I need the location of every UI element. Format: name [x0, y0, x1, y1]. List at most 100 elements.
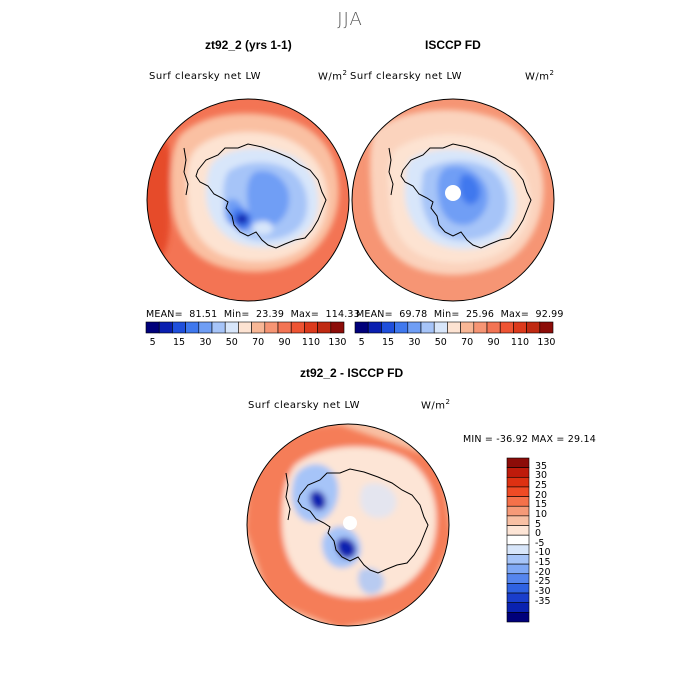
diff-colorbar-tick: -25 — [535, 576, 551, 588]
diff-colorbar-swatch — [506, 457, 530, 468]
diff-colorbar-tick: -10 — [535, 547, 551, 559]
diff-colorbar-swatch — [506, 525, 530, 536]
obs-colorbar-tick: 130 — [537, 337, 556, 348]
obs-colorbar-swatch — [381, 321, 395, 334]
diff-colorbar-swatch — [506, 612, 530, 623]
obs-colorbar-swatch — [394, 321, 409, 334]
obs-colorbar-swatch — [407, 321, 422, 334]
model-colorbar-tick: 50 — [225, 337, 238, 348]
obs-units-label: W/m2 — [525, 69, 555, 83]
diff-blue-east — [360, 483, 397, 518]
model-colorbar-swatch — [172, 321, 186, 334]
diff-colorbar-swatch — [506, 602, 530, 613]
model-stats: MEAN= 81.51 Min= 23.39 Max= 114.33 — [146, 309, 360, 320]
model-panel-title: zt92_2 (yrs 1-1) — [205, 38, 292, 52]
diff-colorbar-swatch — [506, 583, 530, 594]
model-colorbar-tick: 15 — [172, 337, 186, 348]
diff-variable-label: Surf clearsky net LW — [248, 400, 361, 411]
diff-colorbar-tick: 0 — [535, 528, 542, 540]
diff-colorbar-tick: -20 — [535, 566, 551, 578]
model-colorbar-swatch — [198, 321, 213, 334]
model-colorbar-swatch — [264, 321, 279, 334]
diff-coastline — [285, 468, 429, 574]
obs-pole-hole — [445, 185, 461, 201]
model-colorbar-swatch — [290, 321, 305, 334]
obs-colorbar-swatch — [354, 321, 369, 334]
obs-colorbar-tick: 90 — [487, 337, 500, 348]
obs-colorbar-swatch — [367, 321, 382, 334]
model-colorbar-swatch — [158, 321, 173, 334]
obs-colorbar-swatch — [526, 321, 541, 334]
model-map-border — [146, 98, 350, 302]
model-colorbar-swatch — [211, 321, 226, 334]
model-colorbar-tick: 110 — [301, 337, 321, 348]
model-colorbar-swatch — [251, 321, 266, 334]
model-colorbar-swatch — [317, 321, 332, 334]
diff-minmax: MIN = -36.92 MAX = 29.14 — [463, 434, 596, 445]
diff-colorbar-swatch — [506, 515, 530, 526]
diff-colorbar-tick: -30 — [535, 586, 551, 598]
obs-colorbar-swatch — [447, 321, 461, 334]
obs-panel-title: ISCCP FD — [425, 38, 481, 52]
diff-colorbar-tick: 25 — [535, 479, 548, 491]
diff-colorbar-tick: 30 — [535, 470, 548, 482]
diff-units-label: W/m2 — [421, 398, 451, 412]
model-units-label: W/m2 — [318, 69, 348, 83]
diff-colorbar-tick: 15 — [535, 499, 548, 511]
model-ice-mid-1 — [246, 170, 290, 228]
obs-variable-label: Surf clearsky net LW — [350, 71, 463, 82]
model-colorbar-tick: 70 — [252, 337, 265, 348]
diff-polar-map — [247, 424, 449, 626]
diff-colorbar-tick: 10 — [535, 508, 548, 520]
diff-colorbar-swatch — [506, 476, 530, 488]
diff-colorbar-tick: 20 — [535, 489, 548, 501]
model-colorbar-tick: 5 — [149, 337, 156, 348]
diff-colorbar — [506, 457, 530, 623]
model-colorbar-swatch — [238, 321, 252, 334]
diff-colorbar-swatch — [506, 563, 530, 575]
diff-colorbar-swatch — [506, 467, 530, 478]
model-variable-label: Surf clearsky net LW — [149, 71, 262, 82]
model-colorbar-tick: 90 — [278, 337, 291, 348]
obs-map-border — [351, 98, 555, 302]
model-ice-core — [236, 214, 248, 224]
model-coastline — [183, 143, 327, 249]
obs-stats: MEAN= 69.78 Min= 25.96 Max= 92.99 — [356, 309, 564, 320]
obs-colorbar-tick: 15 — [381, 337, 395, 348]
model-colorbar-tick: 130 — [328, 337, 347, 348]
obs-colorbar-swatch — [539, 321, 554, 334]
obs-colorbar-tick: 50 — [434, 337, 447, 348]
obs-colorbar-tick: 5 — [358, 337, 365, 348]
diff-colorbar-swatch — [506, 554, 530, 565]
diff-panel-title: zt92_2 - ISCCP FD — [300, 366, 404, 380]
model-ice-pale-patch — [253, 221, 273, 235]
diff-map-border — [246, 423, 450, 627]
obs-colorbar-tick: 110 — [510, 337, 530, 348]
model-colorbar-swatch — [277, 321, 292, 334]
diff-colorbar-tick: -15 — [535, 557, 551, 569]
diff-colorbar-swatch — [506, 505, 530, 517]
diff-colorbar-swatch — [506, 592, 530, 604]
diff-colorbar-swatch — [506, 496, 530, 507]
diff-colorbar-swatch — [506, 486, 530, 497]
season-title: JJA — [337, 9, 363, 30]
diff-pole-hole — [343, 516, 357, 530]
obs-colorbar-swatch — [473, 321, 488, 334]
diff-colorbar-tick: 5 — [535, 518, 542, 530]
model-colorbar-swatch — [224, 321, 239, 334]
obs-colorbar-swatch — [499, 321, 514, 334]
obs-coastline — [388, 143, 532, 249]
obs-colorbar-tick: 70 — [461, 337, 474, 348]
model-colorbar-swatch — [145, 321, 160, 334]
diff-colorbar-swatch — [506, 534, 530, 546]
obs-colorbar-swatch — [433, 321, 448, 334]
model-colorbar-tick: 30 — [199, 337, 212, 348]
model-colorbar-swatch — [304, 321, 318, 334]
diff-colorbar-tick: 35 — [535, 460, 548, 472]
model-colorbar-swatch — [185, 321, 200, 334]
obs-polar-map — [352, 99, 554, 301]
obs-colorbar-swatch — [460, 321, 475, 334]
model-polar-map — [147, 99, 349, 301]
diff-deep-ross — [336, 537, 357, 559]
obs-colorbar — [354, 321, 554, 334]
